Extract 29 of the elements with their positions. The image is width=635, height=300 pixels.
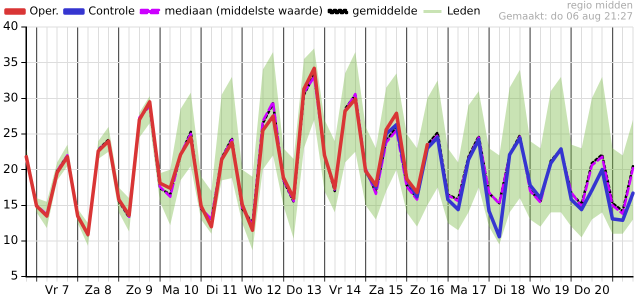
x-tick-label: Ma 17 (450, 282, 487, 297)
legend-label: Oper. (30, 4, 59, 18)
x-tick-label: Do 13 (286, 282, 322, 297)
x-tick-label: Di 11 (206, 282, 238, 297)
x-tick-label: Za 15 (368, 282, 404, 297)
legend-label: Controle (88, 4, 136, 18)
legend-label: Leden (446, 4, 480, 18)
text: Gemaakt: do 06 aug 21:27 (498, 12, 633, 23)
y-tick-label: 15 (2, 197, 18, 212)
x-tick-label: Vr 7 (44, 282, 70, 297)
x-tick-label: Ma 10 (162, 282, 199, 297)
x-tick-label: Wo 12 (244, 282, 282, 297)
legend-label: mediaan (middelste waarde) (164, 4, 323, 18)
x-tick-label: Wo 19 (532, 282, 570, 297)
x-tick-label: Zo 9 (126, 282, 153, 297)
y-tick-label: 5 (10, 268, 18, 283)
x-tick-label: Vr 14 (328, 282, 362, 297)
y-tick-label: 25 (2, 126, 18, 140)
x-tick-label: Zo 16 (410, 282, 445, 297)
y-tick-label: 35 (2, 54, 18, 69)
legend-label: gemiddelde (352, 4, 418, 18)
y-tick-label: 10 (2, 233, 18, 248)
text: regio midden (566, 0, 633, 12)
x-tick-label: Di 18 (494, 282, 526, 297)
y-tick-label: 20 (2, 162, 18, 176)
x-tick-label: Do 20 (574, 282, 610, 297)
y-tick-label: 40 (2, 19, 18, 34)
x-tick-label: Za 8 (84, 282, 112, 297)
y-tick-label: 30 (2, 90, 18, 104)
